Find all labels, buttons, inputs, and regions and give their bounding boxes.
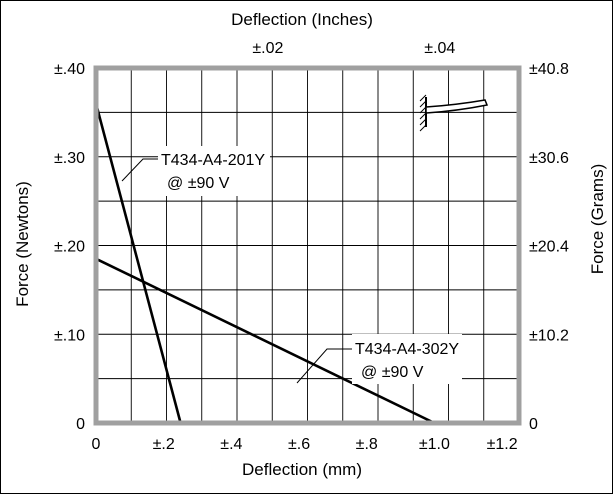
y-tick-label: ±.40 bbox=[54, 61, 85, 78]
x-tick-label: ±.4 bbox=[220, 436, 242, 453]
series-line-2 bbox=[95, 257, 435, 425]
series-line-1 bbox=[94, 103, 182, 424]
y2-tick-label: ±30.6 bbox=[529, 150, 569, 167]
x-tick-label: 0 bbox=[92, 436, 101, 453]
right-axis-title: Force (Grams) bbox=[588, 164, 607, 275]
x-tick-label: ±1.0 bbox=[419, 436, 450, 453]
y-tick-label: ±.20 bbox=[54, 239, 85, 256]
series-name-label-1: T434-A4-201Y bbox=[161, 152, 265, 169]
top-axis-title: Deflection (Inches) bbox=[231, 10, 373, 29]
callout-layer: T434-A4-201Y @ ±90 V T434-A4-302Y @ ±90 V bbox=[121, 146, 462, 384]
cantilever-beam-icon bbox=[419, 94, 489, 132]
tick-labels: 0 ±.2 ±.4 ±.6 ±.8 ±1.0 ±1.2 0 ±.10 ±.20 ±.30 ±.40 ±.… bbox=[54, 40, 569, 453]
y-tick-label: ±.10 bbox=[54, 327, 85, 344]
x2-tick-label: ±.04 bbox=[424, 40, 455, 57]
series-voltage-label-2: @ ±90 V bbox=[361, 364, 424, 381]
series-name-label-2: T434-A4-302Y bbox=[355, 341, 459, 358]
y-tick-label: ±.30 bbox=[54, 150, 85, 167]
x-tick-label: ±.2 bbox=[153, 436, 175, 453]
y2-tick-label: ±20.4 bbox=[529, 239, 569, 256]
left-axis-title: Force (Newtons) bbox=[13, 181, 32, 307]
x-tick-label: ±.6 bbox=[288, 436, 310, 453]
y-tick-label: 0 bbox=[76, 416, 85, 433]
plot-area-frame bbox=[93, 65, 522, 426]
x-tick-label: ±1.2 bbox=[487, 436, 518, 453]
callout-bg-1 bbox=[158, 146, 270, 196]
x-tick-label: ±.8 bbox=[356, 436, 378, 453]
series-layer bbox=[94, 103, 435, 425]
callout-leader-2 bbox=[296, 348, 353, 384]
bottom-axis-title: Deflection (mm) bbox=[242, 460, 362, 479]
y2-tick-label: ±40.8 bbox=[529, 61, 569, 78]
callout-bg-2 bbox=[352, 334, 462, 384]
x2-tick-label: ±.02 bbox=[252, 40, 283, 57]
y2-tick-label: 0 bbox=[529, 416, 538, 433]
callout-leader-1 bbox=[121, 158, 159, 182]
series-voltage-label-1: @ ±90 V bbox=[167, 175, 230, 192]
grid bbox=[96, 68, 519, 423]
y2-tick-label: ±10.2 bbox=[529, 327, 569, 344]
